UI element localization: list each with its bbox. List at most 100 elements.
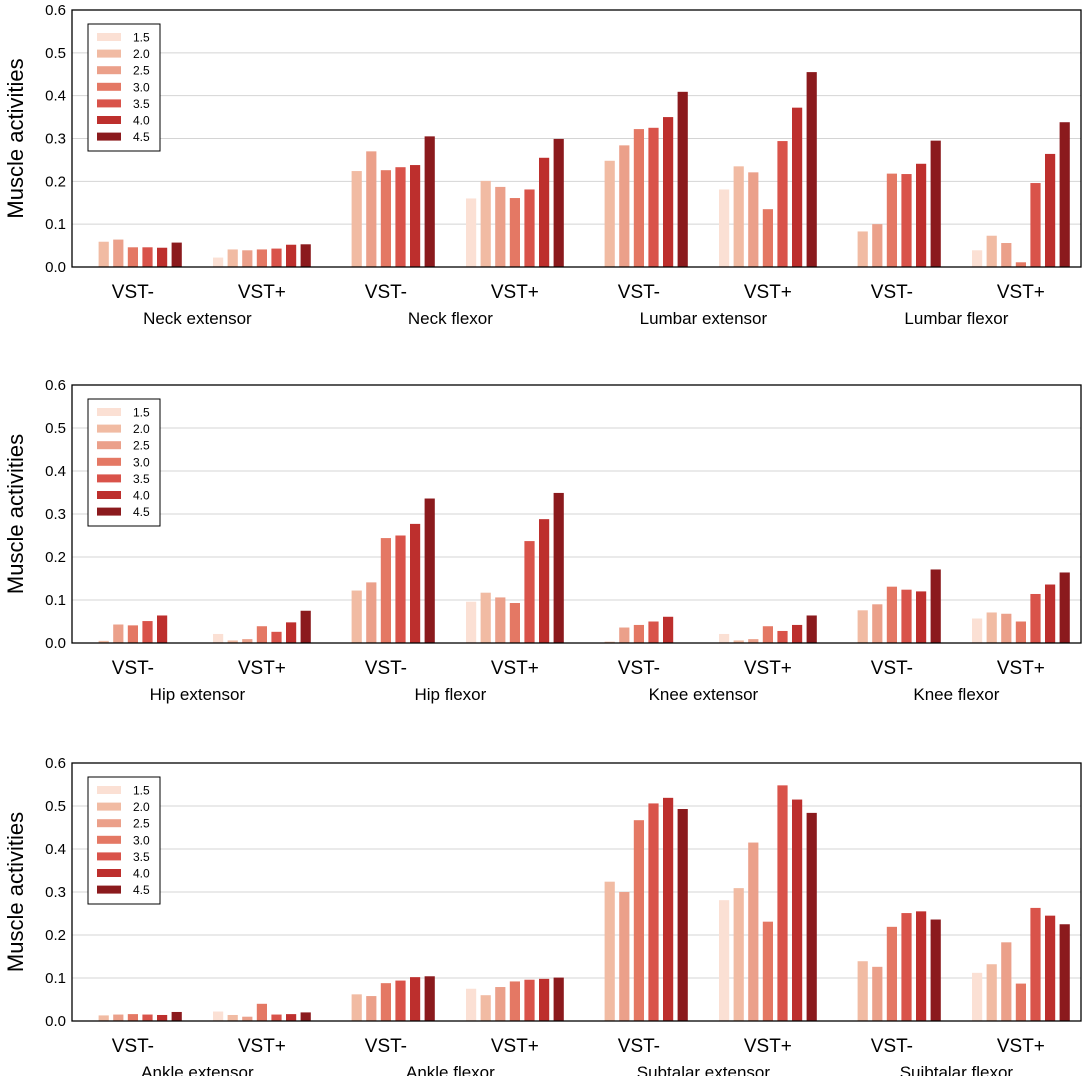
condition-label: VST+ — [997, 1036, 1045, 1057]
bar-hip-flexor-vst-minus-3.5 — [395, 535, 406, 643]
y-tick-label: 0.3 — [45, 884, 66, 901]
bar-knee-flexor-vst-plus-1.5 — [972, 618, 983, 643]
bar-neck-extensor-vst-minus-2.5 — [113, 239, 124, 267]
bar-neck-flexor-vst-minus-4.5 — [424, 136, 435, 267]
bar-subtalar-extensor-vst-minus-3.5 — [648, 803, 659, 1021]
bar-knee-extensor-vst-minus-4.0 — [663, 616, 674, 643]
bar-lumbar-flexor-vst-plus-4.5 — [1059, 122, 1070, 268]
bar-suibtalar-flexor-vst-plus-4.0 — [1045, 915, 1056, 1021]
bar-ankle-extensor-vst-plus-3.0 — [256, 1003, 267, 1021]
condition-label: VST+ — [491, 1036, 539, 1057]
legend-label: 3.0 — [133, 833, 150, 847]
bar-neck-extensor-vst-minus-3.5 — [142, 247, 153, 267]
bar-ankle-extensor-vst-plus-2.5 — [242, 1016, 253, 1021]
legend-swatch — [97, 99, 121, 108]
bar-lumbar-flexor-vst-minus-2.0 — [857, 231, 868, 267]
legend-label: 2.5 — [133, 439, 150, 453]
bar-lumbar-extensor-vst-plus-4.5 — [806, 72, 817, 267]
bar-ankle-flexor-vst-plus-4.0 — [539, 978, 550, 1021]
bar-hip-flexor-vst-plus-2.0 — [480, 592, 491, 643]
y-axis-label: Muscle activities — [3, 58, 28, 218]
bar-lumbar-extensor-vst-plus-1.5 — [719, 189, 730, 267]
bar-suibtalar-flexor-vst-plus-1.5 — [972, 972, 983, 1021]
condition-label: VST- — [365, 1036, 407, 1057]
bar-suibtalar-flexor-vst-plus-2.0 — [986, 964, 997, 1021]
bar-hip-flexor-vst-plus-4.5 — [553, 492, 564, 643]
bar-neck-extensor-vst-plus-2.0 — [227, 249, 238, 267]
bar-subtalar-extensor-vst-minus-4.0 — [663, 797, 674, 1021]
bar-lumbar-flexor-vst-plus-2.0 — [986, 235, 997, 267]
bar-subtalar-extensor-vst-plus-1.5 — [719, 900, 730, 1021]
bar-subtalar-extensor-vst-plus-2.0 — [733, 888, 744, 1021]
bar-subtalar-extensor-vst-minus-3.0 — [633, 820, 644, 1021]
condition-label: VST- — [871, 1036, 913, 1057]
y-tick-label: 0.6 — [45, 2, 66, 19]
bar-subtalar-extensor-vst-plus-3.5 — [777, 785, 788, 1021]
bar-lumbar-flexor-vst-minus-3.0 — [886, 173, 897, 267]
bar-ankle-extensor-vst-plus-4.5 — [300, 1012, 311, 1021]
bar-hip-flexor-vst-plus-3.5 — [524, 541, 535, 643]
y-axis-label: Muscle activities — [3, 812, 28, 972]
bar-neck-extensor-vst-plus-3.0 — [256, 249, 267, 267]
bar-neck-flexor-vst-minus-3.5 — [395, 167, 406, 267]
bar-neck-extensor-vst-minus-4.5 — [171, 242, 182, 267]
muscle-group-label: Neck extensor — [143, 309, 252, 328]
muscle-group-label: Knee flexor — [913, 685, 999, 704]
bar-lumbar-flexor-vst-plus-4.0 — [1045, 153, 1056, 267]
bar-neck-extensor-vst-plus-2.5 — [242, 250, 253, 267]
y-tick-label: 0.4 — [45, 463, 66, 480]
axes-frame — [71, 762, 1082, 1022]
bar-knee-flexor-vst-minus-4.0 — [916, 591, 927, 643]
legend-swatch — [97, 441, 121, 450]
legend-swatch — [97, 802, 121, 811]
bar-neck-extensor-vst-plus-4.0 — [286, 244, 297, 267]
bar-hip-extensor-vst-minus-2.5 — [113, 624, 124, 643]
y-tick-label: 0.5 — [45, 45, 66, 62]
bar-knee-extensor-vst-plus-2.0 — [733, 640, 744, 643]
bar-hip-extensor-vst-minus-3.0 — [127, 625, 138, 643]
bar-neck-flexor-vst-plus-1.5 — [466, 198, 477, 267]
axes-frame — [71, 9, 1082, 268]
bar-ankle-flexor-vst-plus-4.5 — [553, 977, 564, 1021]
bar-hip-extensor-vst-minus-2.0 — [98, 640, 109, 643]
bar-hip-extensor-vst-minus-3.5 — [142, 621, 153, 643]
muscle-group-label: Hip flexor — [414, 685, 486, 704]
bar-knee-flexor-vst-plus-2.0 — [986, 612, 997, 643]
bar-ankle-flexor-vst-plus-2.0 — [480, 995, 491, 1021]
bar-ankle-extensor-vst-plus-1.5 — [213, 1011, 224, 1021]
legend-label: 4.5 — [133, 130, 150, 144]
bar-hip-flexor-vst-minus-4.0 — [410, 523, 421, 643]
bar-ankle-extensor-vst-minus-3.5 — [142, 1014, 153, 1021]
legend-label: 4.5 — [133, 883, 150, 897]
condition-label: VST- — [365, 658, 407, 679]
legend-label: 4.5 — [133, 505, 150, 519]
condition-label: VST+ — [744, 658, 792, 679]
bar-lumbar-extensor-vst-plus-2.0 — [733, 166, 744, 267]
y-tick-label: 0.2 — [45, 927, 66, 944]
legend-swatch — [97, 852, 121, 861]
bar-neck-extensor-vst-minus-2.0 — [98, 241, 109, 267]
condition-label: VST- — [871, 658, 913, 679]
bar-knee-flexor-vst-minus-3.0 — [886, 586, 897, 643]
bar-hip-extensor-vst-plus-3.5 — [271, 631, 282, 643]
bar-hip-flexor-vst-plus-4.0 — [539, 519, 550, 643]
bar-ankle-flexor-vst-minus-3.5 — [395, 980, 406, 1021]
bar-hip-flexor-vst-minus-4.5 — [424, 498, 435, 643]
bar-neck-flexor-vst-minus-3.0 — [380, 170, 391, 267]
condition-label: VST- — [112, 282, 154, 303]
y-tick-label: 0.6 — [45, 755, 66, 772]
bar-neck-extensor-vst-minus-3.0 — [127, 247, 138, 267]
bar-knee-extensor-vst-plus-4.5 — [806, 615, 817, 643]
bar-knee-extensor-vst-minus-2.5 — [619, 627, 630, 643]
bar-hip-flexor-vst-minus-2.0 — [351, 590, 362, 643]
legend-label: 2.0 — [133, 800, 150, 814]
bar-subtalar-extensor-vst-plus-4.0 — [792, 799, 803, 1021]
muscle-group-label: Ankle extensor — [141, 1063, 254, 1076]
legend-label: 3.5 — [133, 472, 150, 486]
condition-label: VST+ — [238, 282, 286, 303]
y-tick-label: 0.6 — [45, 377, 66, 394]
bar-neck-flexor-vst-plus-2.0 — [480, 180, 491, 267]
bar-lumbar-extensor-vst-minus-3.0 — [633, 129, 644, 267]
bar-lumbar-extensor-vst-minus-3.5 — [648, 127, 659, 268]
